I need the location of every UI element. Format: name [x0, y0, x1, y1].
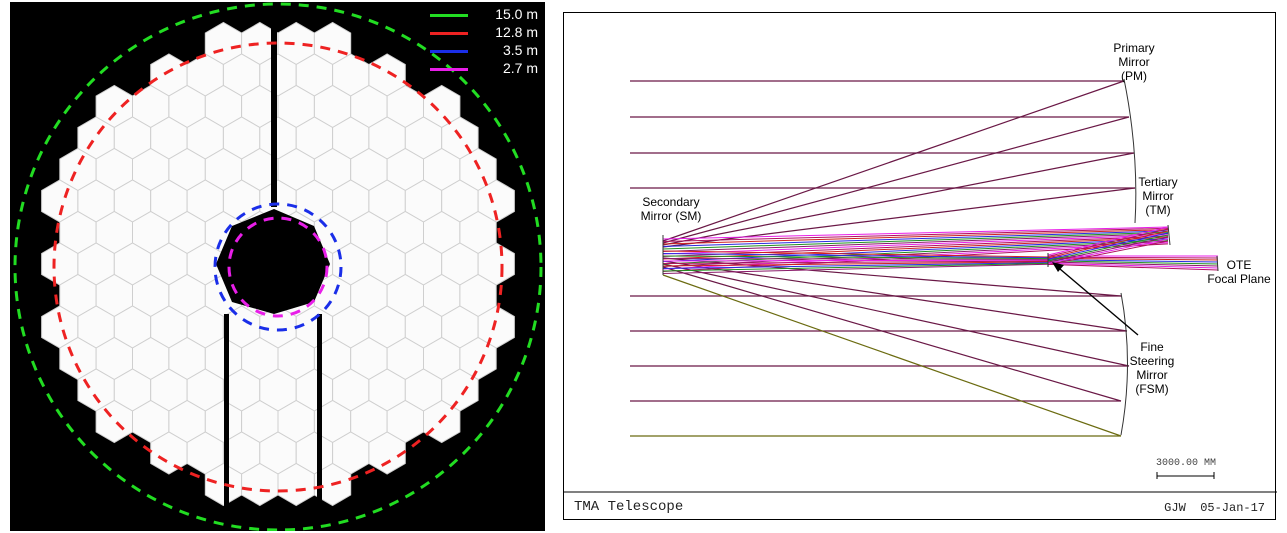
segmented-mirror-panel: 15.0 m 12.8 m 3.5 m 2.7 m	[10, 2, 545, 531]
ray	[1047, 240, 1169, 266]
ray	[662, 253, 1049, 259]
legend-line	[430, 68, 468, 71]
ray	[1047, 261, 1219, 267]
spider-and-center-obscuration	[216, 2, 330, 531]
scale-bar-label: 3000.00 MM	[1156, 458, 1217, 469]
ray-trace	[564, 78, 1277, 493]
focal-plane	[1216, 255, 1219, 272]
ray	[662, 233, 1169, 252]
footer-meta: GJW 05-Jan-17	[1164, 501, 1265, 515]
ray	[662, 229, 1169, 245]
primary-mirror-lower	[1120, 292, 1128, 436]
ray	[662, 240, 1169, 267]
fsm-pointer-arrowhead	[1052, 262, 1064, 272]
label-fine-steering-mirror: Fine Steering Mirror (FSM)	[1129, 340, 1175, 396]
ray	[662, 258, 1049, 260]
spider-vane-right	[317, 314, 322, 531]
legend-item-15m: 15.0 m	[430, 6, 542, 24]
ray	[662, 234, 1169, 255]
ring-2-7m	[227, 216, 329, 318]
ray	[662, 238, 1169, 262]
ray-bundle	[630, 80, 1219, 437]
legend-label: 15.0 m	[495, 6, 538, 22]
central-obscuration	[216, 209, 330, 314]
ray	[662, 261, 1049, 267]
ray	[1047, 234, 1169, 262]
ray	[662, 231, 1169, 250]
ray	[1047, 226, 1169, 256]
ray	[662, 80, 1125, 242]
ray	[662, 260, 1049, 264]
ray	[662, 236, 1169, 260]
spider-vane-top	[271, 2, 277, 207]
legend-item-2-7m: 2.7 m	[430, 60, 542, 78]
ray	[662, 259, 1049, 262]
ray	[662, 263, 1130, 367]
ray	[662, 235, 1169, 257]
ray	[662, 266, 1122, 402]
ray	[662, 260, 1128, 332]
ray	[1047, 262, 1219, 269]
spider-vane-left	[224, 314, 229, 531]
aperture-circles	[13, 2, 543, 531]
footer-title: TMA Telescope	[574, 499, 684, 515]
ring-3-5m	[213, 202, 343, 332]
label-primary-mirror: Primary Mirror (PM)	[1113, 41, 1155, 83]
optical-layout-panel: Primary Mirror (PM) Secondary Mirror (SM…	[563, 12, 1277, 520]
label-tertiary-mirror: Tertiary Mirror (TM)	[1138, 175, 1178, 217]
ray	[662, 255, 1049, 260]
legend-item-12-8m: 12.8 m	[430, 24, 542, 42]
ray	[1047, 238, 1169, 264]
ray	[662, 230, 1169, 247]
ray	[1047, 257, 1219, 261]
ray	[662, 152, 1135, 246]
ray	[662, 262, 1049, 269]
ray	[662, 262, 1049, 272]
legend-label: 12.8 m	[495, 24, 538, 40]
legend-label: 3.5 m	[502, 42, 538, 58]
legend: 15.0 m 12.8 m 3.5 m 2.7 m	[430, 6, 542, 78]
ray	[662, 257, 1122, 297]
ray	[662, 227, 1169, 242]
mirror-segment	[368, 431, 406, 475]
ray	[662, 263, 1049, 274]
ray	[1047, 259, 1219, 263]
legend-line	[430, 32, 468, 35]
legend-item-3-5m: 3.5 m	[430, 42, 542, 60]
ray	[662, 239, 1169, 265]
primary-mirror-upper	[1123, 78, 1137, 224]
legend-line	[430, 50, 468, 53]
ray	[1047, 230, 1169, 259]
ray	[1047, 263, 1219, 271]
label-focal-plane: OTE Focal Plane	[1207, 258, 1271, 286]
ray	[662, 274, 1122, 437]
ray	[1047, 232, 1169, 260]
ray	[662, 187, 1136, 248]
ray	[662, 226, 1169, 240]
legend-label: 2.7 m	[502, 60, 538, 76]
ray	[1047, 236, 1169, 263]
fsm-pointer-line	[1059, 268, 1139, 336]
ray	[1047, 228, 1169, 257]
ray	[1047, 260, 1219, 265]
ray	[662, 116, 1130, 244]
label-secondary-mirror: Secondary Mirror (SM)	[640, 195, 702, 223]
legend-line	[430, 14, 468, 17]
tertiary-mirror	[1167, 224, 1171, 246]
ring-12-8m	[52, 41, 504, 493]
ring-15m	[13, 2, 543, 531]
ray	[662, 250, 1049, 258]
segment-map	[13, 2, 543, 531]
